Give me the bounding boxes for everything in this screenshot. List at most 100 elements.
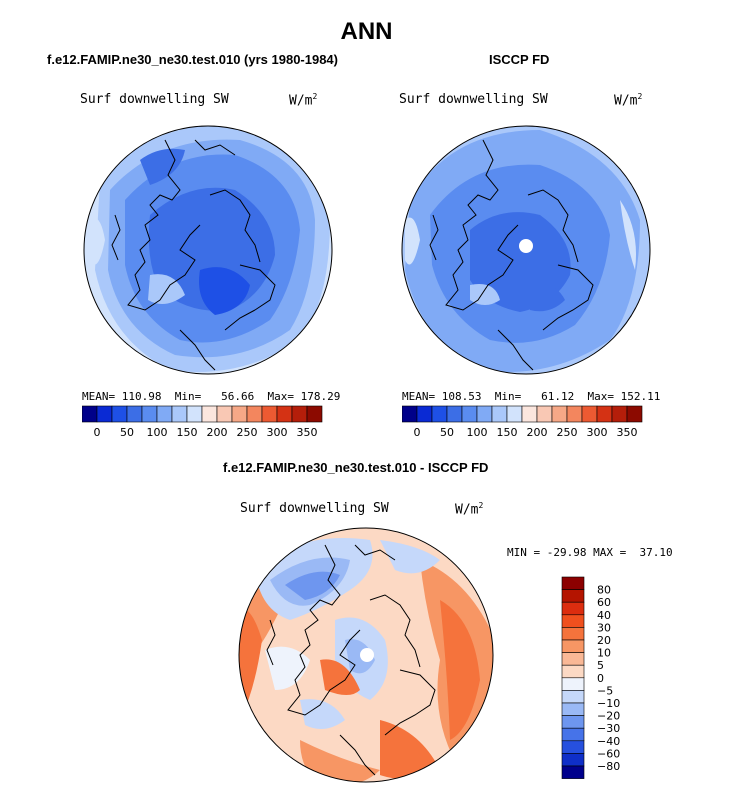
colorbar-swatch-13 <box>276 405 293 423</box>
colorbar-swatch-2 <box>431 405 448 423</box>
colorbar-swatch-11 <box>561 715 585 729</box>
difference-title: f.e12.FAMIP.ne30_ne30.test.010 - ISCCP F… <box>223 460 489 475</box>
colorbar-tick-label: 300 <box>587 426 608 439</box>
right-colorbar: 0 50 100 150 200 250 300 350 <box>402 405 643 439</box>
colorbar-tick-label: 0 <box>597 672 604 685</box>
colorbar-tick-label: 250 <box>557 426 578 439</box>
colorbar-tick-label: 50 <box>440 426 454 439</box>
colorbar-swatch-7 <box>186 405 203 423</box>
colorbar-swatch-6 <box>491 405 508 423</box>
colorbar-swatch-8 <box>521 405 538 423</box>
left-coastlines <box>111 139 276 371</box>
page-title: ANN <box>340 18 393 45</box>
colorbar-swatch-1 <box>561 589 585 603</box>
colorbar-swatch-5 <box>156 405 173 423</box>
colorbar-swatch-14 <box>291 405 308 423</box>
colorbar-swatch-0 <box>402 405 418 423</box>
colorbar-swatch-14 <box>611 405 628 423</box>
colorbar-swatch-2 <box>561 601 585 616</box>
colorbar-tick-label: 60 <box>597 596 611 609</box>
right-polar-map <box>402 126 650 374</box>
colorbar-tick-label: 100 <box>467 426 488 439</box>
right-variable-label: Surf downwelling SW <box>399 92 548 107</box>
colorbar-swatch-1 <box>416 405 433 423</box>
colorbar-swatch-1 <box>96 405 113 423</box>
colorbar-swatch-15 <box>626 405 643 423</box>
colorbar-swatch-14 <box>561 753 585 767</box>
colorbar-tick-label: 350 <box>617 426 638 439</box>
colorbar-tick-label: 30 <box>597 621 611 634</box>
colorbar-swatch-5 <box>476 405 493 423</box>
colorbar-tick-label: 80 <box>597 584 611 597</box>
colorbar-tick-label: −80 <box>597 760 620 773</box>
left-polar-map <box>84 126 332 374</box>
colorbar-tick-label: 40 <box>597 609 611 622</box>
colorbar-tick-label: 200 <box>207 426 228 439</box>
left-variable-label: Surf downwelling SW <box>80 92 229 107</box>
colorbar-tick-label: 300 <box>267 426 288 439</box>
right-panel-title: ISCCP FD <box>489 52 550 67</box>
colorbar-tick-label: 150 <box>497 426 518 439</box>
colorbar-swatch-8 <box>561 677 585 691</box>
difference-variable-label: Surf downwelling SW <box>240 501 389 516</box>
right-coastlines <box>429 139 594 371</box>
colorbar-swatch-10 <box>231 405 248 423</box>
colorbar-swatch-9 <box>216 405 233 423</box>
left-colorbar: 0 50 100 150 200 250 300 350 <box>82 405 323 439</box>
colorbar-tick-label: −30 <box>597 722 620 735</box>
colorbar-tick-label: −10 <box>597 697 620 710</box>
colorbar-swatch-4 <box>141 405 158 423</box>
colorbar-swatch-5 <box>561 639 585 653</box>
difference-stats: MIN = -29.98 MAX = 37.10 <box>507 546 673 559</box>
colorbar-tick-label: 350 <box>297 426 318 439</box>
colorbar-swatch-2 <box>111 405 128 423</box>
colorbar-tick-label: 5 <box>597 659 604 672</box>
colorbar-swatch-3 <box>126 405 143 423</box>
colorbar-swatch-11 <box>566 405 583 423</box>
colorbar-tick-label: 200 <box>527 426 548 439</box>
colorbar-swatch-15 <box>561 765 585 779</box>
difference-units-label: W/m2 <box>455 501 484 518</box>
colorbar-swatch-7 <box>506 405 523 423</box>
colorbar-swatch-7 <box>561 664 585 679</box>
right-stats: MEAN= 108.53 Min= 61.12 Max= 152.11 <box>402 390 661 403</box>
colorbar-swatch-12 <box>581 405 598 423</box>
colorbar-swatch-12 <box>561 727 585 742</box>
colorbar-tick-label: −20 <box>597 710 620 723</box>
difference-polar-map <box>239 528 493 782</box>
colorbar-swatch-0 <box>82 405 98 423</box>
colorbar-swatch-9 <box>561 690 585 704</box>
colorbar-swatch-8 <box>201 405 218 423</box>
left-units-label: W/m2 <box>289 92 318 109</box>
colorbar-tick-label: 150 <box>177 426 198 439</box>
colorbar-swatch-6 <box>171 405 188 423</box>
right-units-label: W/m2 <box>614 92 643 109</box>
colorbar-swatch-3 <box>561 614 585 628</box>
colorbar-tick-label: −60 <box>597 747 620 760</box>
colorbar-swatch-13 <box>596 405 613 423</box>
colorbar-swatch-0 <box>561 576 585 590</box>
colorbar-tick-label: 0 <box>94 426 101 439</box>
colorbar-tick-label: 0 <box>414 426 421 439</box>
colorbar-tick-label: −5 <box>597 684 613 697</box>
colorbar-tick-label: 250 <box>237 426 258 439</box>
colorbar-swatch-10 <box>561 702 585 716</box>
colorbar-tick-label: −40 <box>597 735 620 748</box>
colorbar-swatch-4 <box>561 627 585 641</box>
colorbar-swatch-15 <box>306 405 323 423</box>
colorbar-swatch-11 <box>246 405 263 423</box>
colorbar-tick-label: 50 <box>120 426 134 439</box>
colorbar-swatch-4 <box>461 405 478 423</box>
colorbar-swatch-3 <box>446 405 463 423</box>
colorbar-tick-label: 20 <box>597 634 611 647</box>
colorbar-tick-label: 10 <box>597 647 611 660</box>
colorbar-tick-label: 100 <box>147 426 168 439</box>
left-panel-title: f.e12.FAMIP.ne30_ne30.test.010 (yrs 1980… <box>47 52 338 67</box>
colorbar-swatch-10 <box>551 405 568 423</box>
colorbar-swatch-9 <box>536 405 553 423</box>
difference-coastlines <box>266 544 436 776</box>
colorbar-swatch-6 <box>561 652 585 666</box>
colorbar-swatch-13 <box>561 740 585 754</box>
left-stats: MEAN= 110.98 Min= 56.66 Max= 178.29 <box>82 390 341 403</box>
